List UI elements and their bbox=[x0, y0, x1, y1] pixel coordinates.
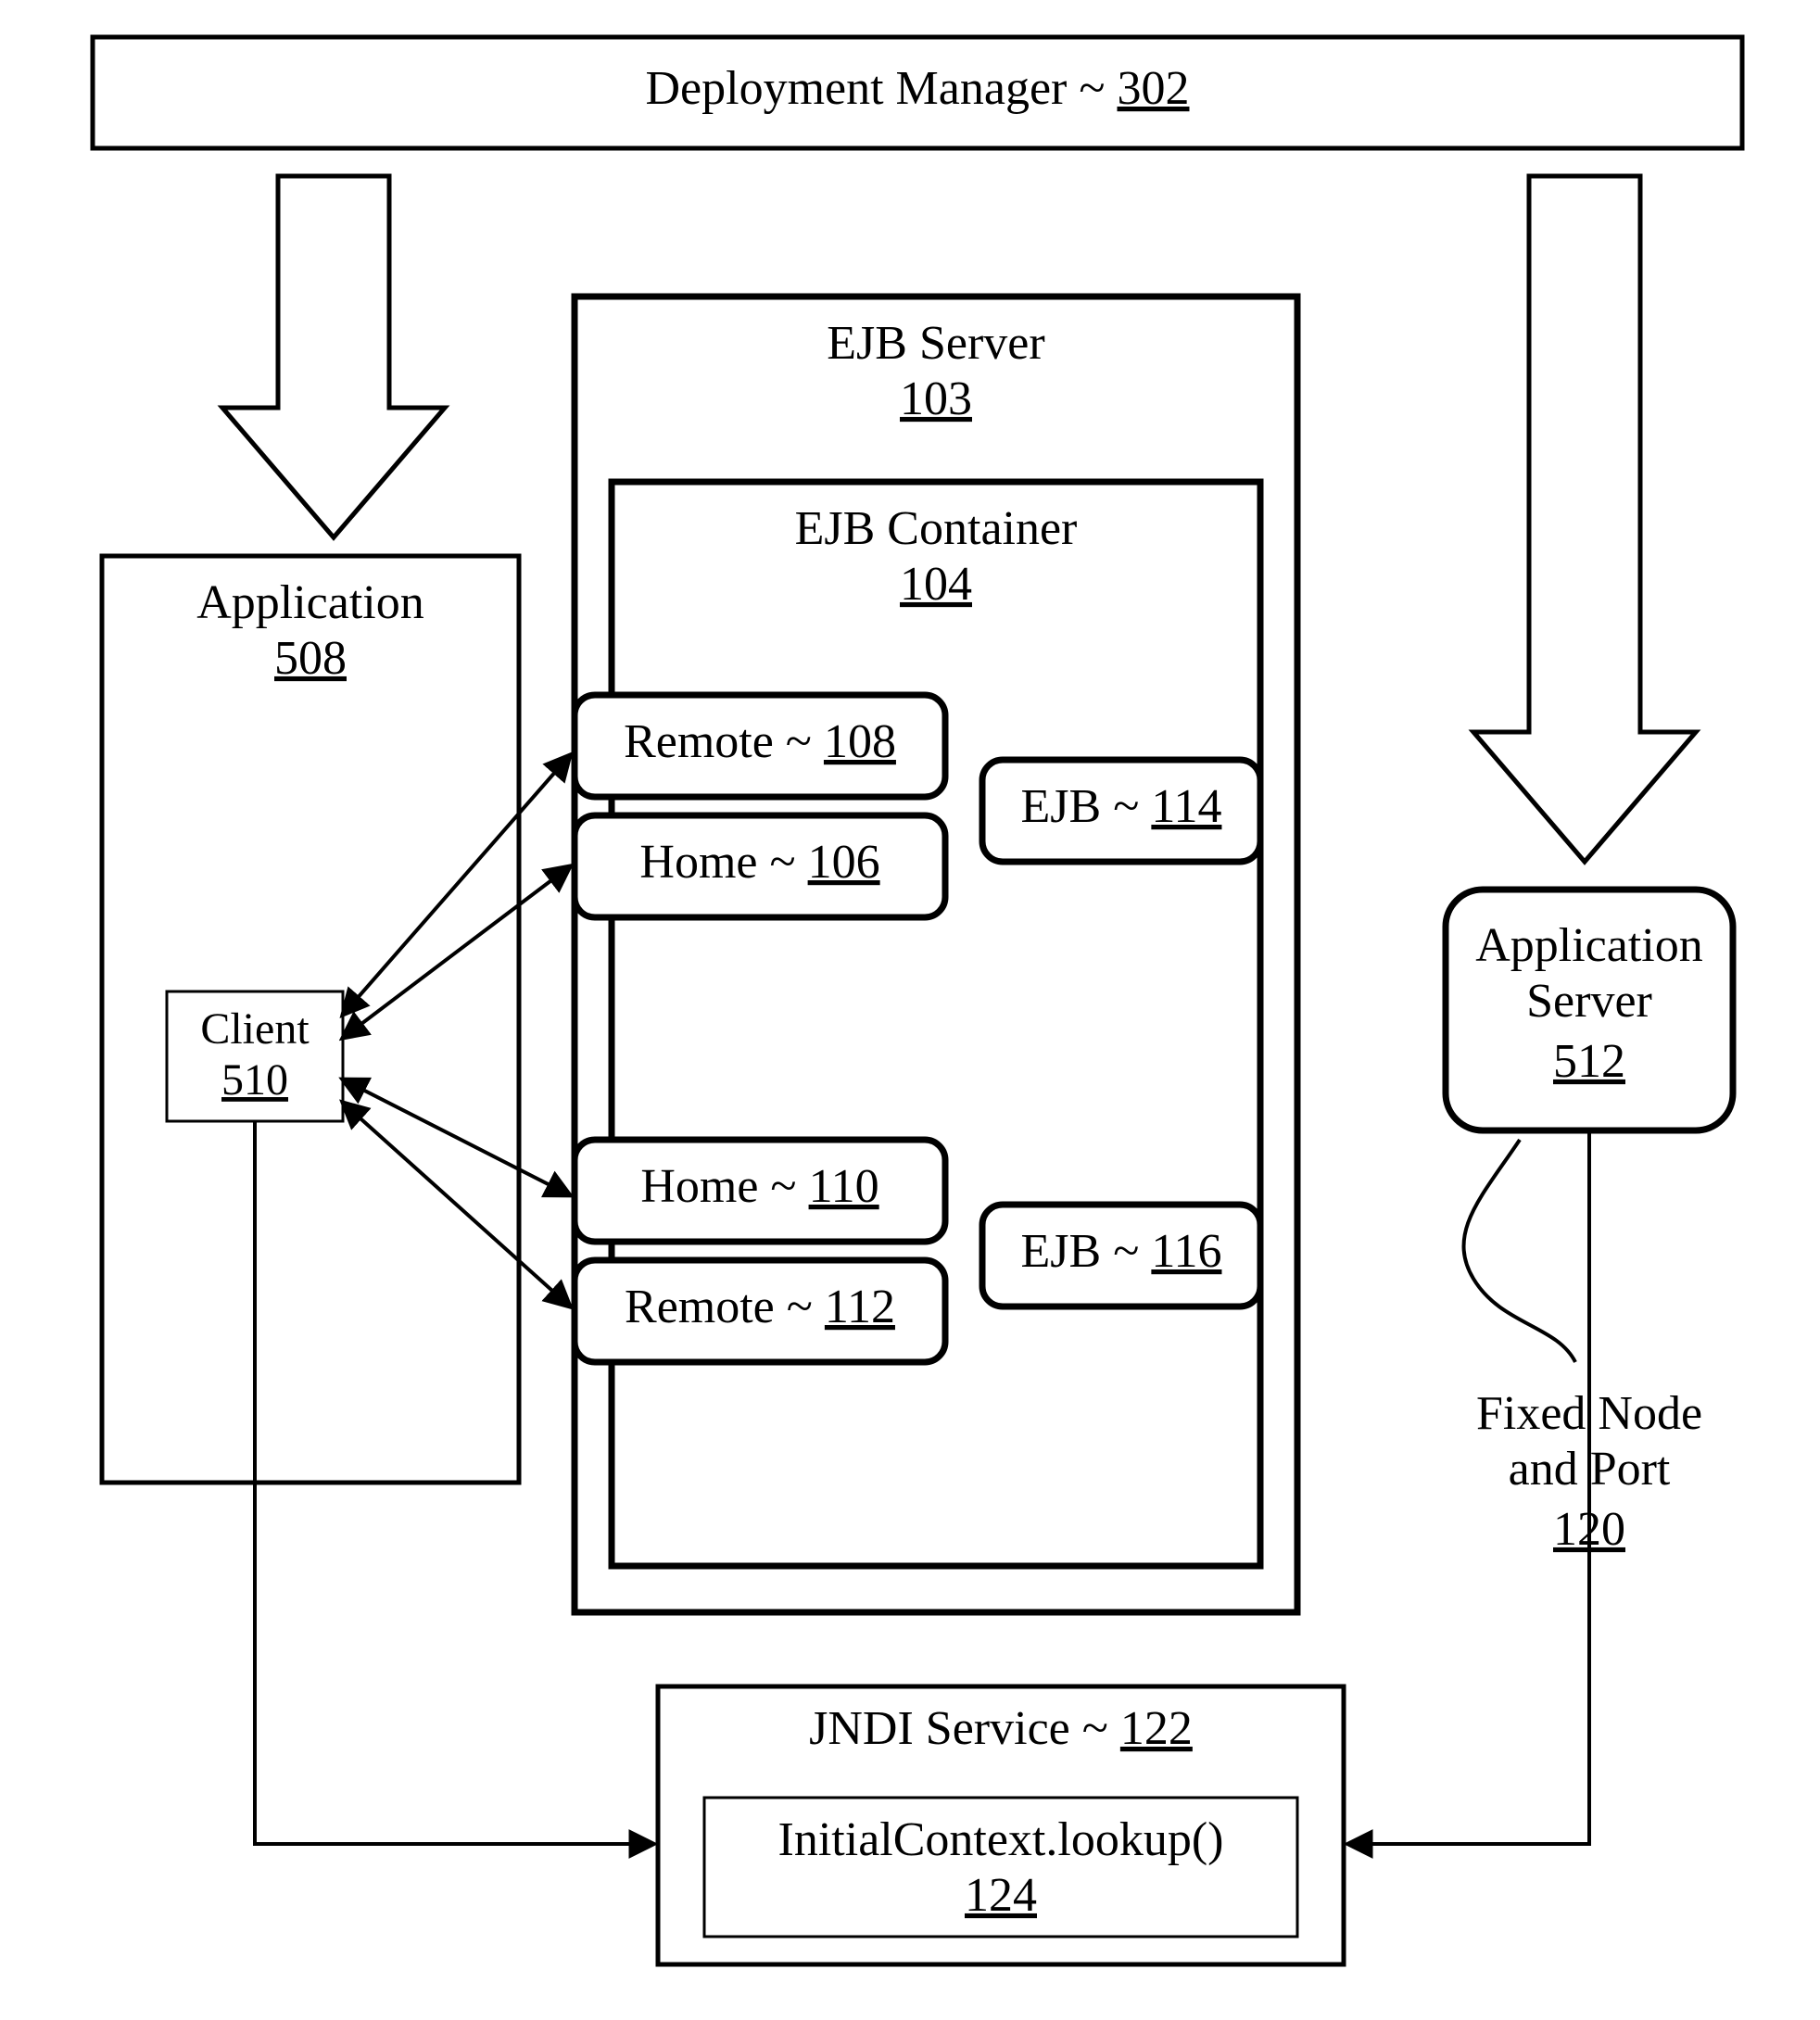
ejb-container-label: EJB Container bbox=[795, 502, 1078, 555]
application-server-ref: 512 bbox=[1553, 1035, 1625, 1088]
ejb-container-box bbox=[612, 482, 1260, 1566]
home-106-box-label: Home ~ 106 bbox=[639, 836, 879, 889]
application-server-label1: Application bbox=[1475, 919, 1703, 972]
application-label: Application bbox=[196, 576, 424, 629]
application-ref: 508 bbox=[274, 632, 347, 685]
initial-context-ref: 124 bbox=[965, 1869, 1037, 1922]
ejb-server-label: EJB Server bbox=[827, 317, 1044, 370]
client-label: Client bbox=[200, 1004, 310, 1054]
application-server-label2: Server bbox=[1526, 975, 1652, 1028]
ejb-114-box-label: EJB ~ 114 bbox=[1021, 780, 1222, 833]
ejb-116-box-label: EJB ~ 116 bbox=[1021, 1225, 1222, 1278]
initial-context-label: InitialContext.lookup() bbox=[778, 1813, 1224, 1866]
ejb-container-ref: 104 bbox=[900, 558, 972, 611]
home-110-box-label: Home ~ 110 bbox=[640, 1160, 878, 1213]
ejb-server-ref: 103 bbox=[900, 372, 972, 425]
remote-108-box-label: Remote ~ 108 bbox=[624, 715, 896, 768]
deployment-manager-label: Deployment Manager ~ 302 bbox=[646, 62, 1190, 115]
jndi-service-label: JNDI Service ~ 122 bbox=[809, 1702, 1193, 1755]
remote-112-box-label: Remote ~ 112 bbox=[625, 1281, 895, 1333]
client-ref: 510 bbox=[221, 1055, 288, 1105]
